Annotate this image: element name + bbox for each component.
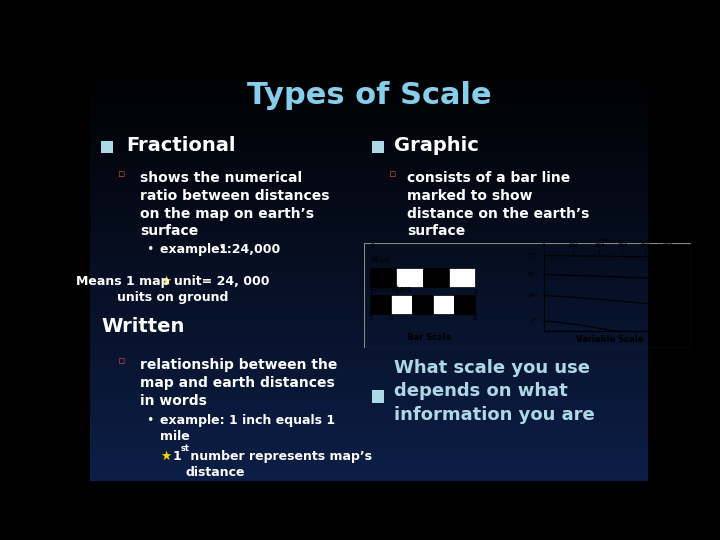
Text: 0: 0 [542, 243, 546, 248]
Bar [372, 390, 384, 403]
Text: ▫: ▫ [118, 168, 125, 179]
Text: Graphic: Graphic [394, 137, 479, 156]
Text: 300: 300 [617, 243, 628, 248]
Text: 72°: 72° [526, 253, 537, 258]
Text: 3: 3 [473, 289, 477, 295]
Text: 1: 1 [368, 315, 372, 321]
Bar [364, 243, 691, 348]
Text: 1:24,000: 1:24,000 [218, 244, 281, 256]
Text: •: • [145, 244, 153, 256]
Text: 200: 200 [594, 243, 605, 248]
Bar [449, 268, 475, 287]
Text: 400: 400 [640, 243, 651, 248]
Text: Types of Scale: Types of Scale [247, 82, 491, 111]
Text: Miles: Miles [370, 256, 390, 265]
Text: 1: 1 [368, 289, 372, 295]
Text: Fractional: Fractional [126, 137, 235, 156]
Text: example: 1 inch equals 1
mile: example: 1 inch equals 1 mile [160, 414, 335, 443]
Bar [454, 295, 475, 314]
Text: 0: 0 [389, 315, 393, 321]
Text: consists of a bar line
marked to show
distance on the earth’s
surface: consists of a bar line marked to show di… [407, 171, 589, 238]
Text: 0: 0 [394, 289, 399, 295]
Bar [370, 295, 391, 314]
Text: relationship between the
map and earth distances
in words: relationship between the map and earth d… [140, 358, 338, 408]
Text: Kilometers: Kilometers [370, 285, 411, 294]
Text: 1: 1 [173, 450, 181, 463]
Text: ★: ★ [160, 275, 171, 288]
Text: 100: 100 [568, 243, 578, 248]
Bar [412, 295, 433, 314]
Text: 0°: 0° [530, 319, 537, 323]
Text: ▫: ▫ [118, 356, 125, 366]
Text: example:: example: [160, 244, 238, 256]
Text: 100 km: 100 km [599, 239, 620, 244]
Bar [101, 141, 114, 153]
Text: 24°: 24° [526, 293, 537, 298]
Bar [372, 141, 384, 153]
Text: 5: 5 [473, 315, 477, 321]
Text: number represents map’s
distance: number represents map’s distance [186, 450, 372, 479]
Text: Means 1 map unit= 24, 000
units on ground: Means 1 map unit= 24, 000 units on groun… [76, 275, 269, 304]
Text: Variable Scale: Variable Scale [575, 335, 643, 344]
Text: Written: Written [101, 318, 184, 336]
Bar [370, 268, 396, 287]
Text: 0: 0 [370, 243, 374, 248]
Bar [391, 295, 412, 314]
Text: What scale you use
depends on what
information you are: What scale you use depends on what infor… [394, 359, 595, 424]
Bar [396, 268, 423, 287]
Text: shows the numerical
ratio between distances
on the map on earth’s
surface: shows the numerical ratio between distan… [140, 171, 330, 238]
Text: 48°: 48° [526, 272, 537, 277]
Text: Bar Scale: Bar Scale [407, 333, 451, 342]
Text: •: • [145, 414, 153, 427]
Text: 500: 500 [663, 243, 673, 248]
Bar [423, 268, 449, 287]
Bar [433, 295, 454, 314]
Text: ★: ★ [160, 450, 171, 463]
Text: ▫: ▫ [389, 168, 396, 179]
Text: st: st [181, 444, 190, 453]
